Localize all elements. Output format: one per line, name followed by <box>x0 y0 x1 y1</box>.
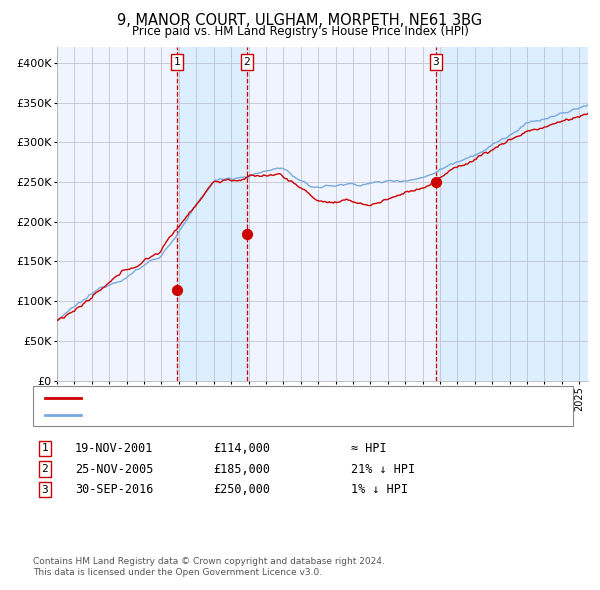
Point <box>172 286 182 295</box>
Text: 9, MANOR COURT, ULGHAM, MORPETH, NE61 3BG: 9, MANOR COURT, ULGHAM, MORPETH, NE61 3B… <box>118 13 482 28</box>
Text: 9, MANOR COURT, ULGHAM, MORPETH, NE61 3BG (detached house): 9, MANOR COURT, ULGHAM, MORPETH, NE61 3B… <box>87 393 442 403</box>
Text: £185,000: £185,000 <box>213 463 270 476</box>
Text: 2: 2 <box>244 57 250 67</box>
Text: 19-NOV-2001: 19-NOV-2001 <box>75 442 154 455</box>
Text: 30-SEP-2016: 30-SEP-2016 <box>75 483 154 496</box>
Text: £114,000: £114,000 <box>213 442 270 455</box>
Text: 1: 1 <box>173 57 181 67</box>
Bar <box>177 47 247 381</box>
Text: 25-NOV-2005: 25-NOV-2005 <box>75 463 154 476</box>
Text: HPI: Average price, detached house, Northumberland: HPI: Average price, detached house, Nort… <box>87 409 366 419</box>
Text: 1: 1 <box>41 444 49 453</box>
Text: 3: 3 <box>41 485 49 494</box>
Bar <box>436 47 588 381</box>
Text: 21% ↓ HPI: 21% ↓ HPI <box>351 463 415 476</box>
Point <box>431 178 440 187</box>
Text: This data is licensed under the Open Government Licence v3.0.: This data is licensed under the Open Gov… <box>33 568 322 577</box>
Text: 2: 2 <box>41 464 49 474</box>
Point <box>242 229 251 238</box>
Text: Contains HM Land Registry data © Crown copyright and database right 2024.: Contains HM Land Registry data © Crown c… <box>33 558 385 566</box>
Text: 3: 3 <box>432 57 439 67</box>
Text: 1% ↓ HPI: 1% ↓ HPI <box>351 483 408 496</box>
Text: £250,000: £250,000 <box>213 483 270 496</box>
Text: ≈ HPI: ≈ HPI <box>351 442 386 455</box>
Text: Price paid vs. HM Land Registry's House Price Index (HPI): Price paid vs. HM Land Registry's House … <box>131 25 469 38</box>
